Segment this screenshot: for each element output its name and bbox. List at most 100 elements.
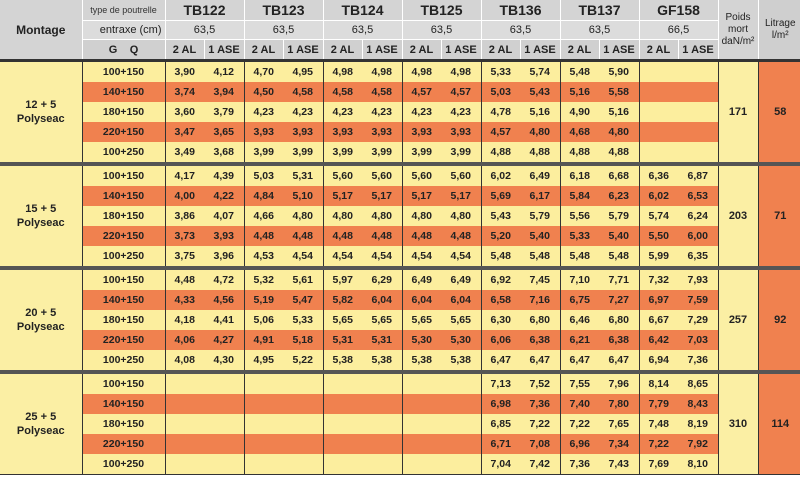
span-value: 7,55 <box>560 372 599 394</box>
span-value: 5,74 <box>639 206 678 226</box>
montage-label: 15 + 5 Polyseac <box>0 164 83 268</box>
type-poutrelle-label: type de poutrelle <box>82 0 166 21</box>
litrage-header: Litrage l/m² <box>758 0 800 61</box>
span-value: 6,21 <box>560 330 599 350</box>
span-value: 6,80 <box>599 310 640 330</box>
span-value: 4,57 <box>441 82 482 102</box>
table-row: 100+250 3,49 3,68 3,99 3,99 3,99 3,99 3,99 3,99 4… <box>0 142 800 164</box>
entraxe-value: 63,5 <box>481 20 561 40</box>
span-value: 7,59 <box>678 290 719 310</box>
span-value <box>678 60 719 82</box>
entraxe-label: entraxe (cm) <box>82 20 166 40</box>
sub-column-header: 1 ASE <box>678 39 719 61</box>
span-value: 6,49 <box>520 164 561 186</box>
load-g-q: 140+150 <box>82 186 166 206</box>
span-value: 5,38 <box>323 350 362 372</box>
poids-mort-value: 310 <box>717 372 759 475</box>
beam-header: GF158 <box>639 0 719 21</box>
span-value: 5,17 <box>441 186 482 206</box>
span-value <box>204 394 245 414</box>
span-value: 5,17 <box>362 186 403 206</box>
span-value: 4,07 <box>204 206 245 226</box>
montage-label-line: Polyseac <box>16 425 65 437</box>
span-value: 6,18 <box>560 164 599 186</box>
load-g-q: 100+250 <box>82 142 166 164</box>
span-value: 5,50 <box>639 226 678 246</box>
span-value: 6,71 <box>481 434 520 454</box>
span-value: 4,90 <box>560 102 599 122</box>
span-value: 6,24 <box>678 206 719 226</box>
span-value: 7,22 <box>520 414 561 434</box>
span-value <box>362 454 403 475</box>
table-row: 25 + 5 Polyseac 100+150 7,13 7,52 7,55 7,96 8,1… <box>0 372 800 475</box>
span-value: 5,56 <box>560 206 599 226</box>
span-value <box>323 454 362 475</box>
table-row: 220+150 3,47 3,65 3,93 3,93 3,93 3,93 3,93 3,93 4… <box>0 122 800 142</box>
span-value: 7,32 <box>639 268 678 290</box>
span-value: 4,80 <box>599 122 640 142</box>
poids-label-line: Poids <box>725 11 751 23</box>
span-value: 3,74 <box>165 82 204 102</box>
table-row: 15 + 5 Polyseac 100+150 4,17 4,39 5,03 5,31 5,6… <box>0 164 800 268</box>
montage-label: 12 + 5 Polyseac <box>0 60 83 164</box>
sub-column-header: 2 AL <box>402 39 442 61</box>
span-value: 5,38 <box>441 350 482 372</box>
load-g-q: 100+150 <box>82 164 166 186</box>
span-value: 4,54 <box>441 246 482 268</box>
span-value: 8,43 <box>678 394 719 414</box>
span-value: 4,98 <box>441 60 482 82</box>
span-value <box>362 394 403 414</box>
montage-section: 25 + 5 Polyseac 100+150 7,13 7,52 7,55 7,96 8,1… <box>0 372 800 475</box>
span-value: 3,99 <box>402 142 441 164</box>
span-value: 4,80 <box>520 122 561 142</box>
span-value: 6,29 <box>362 268 403 290</box>
span-value: 6,49 <box>402 268 441 290</box>
span-value: 4,54 <box>283 246 324 268</box>
span-value: 4,23 <box>402 102 441 122</box>
span-value: 4,48 <box>165 268 204 290</box>
span-value: 5,32 <box>244 268 283 290</box>
span-value: 4,23 <box>283 102 324 122</box>
span-value: 5,90 <box>599 60 640 82</box>
span-value: 5,60 <box>441 164 482 186</box>
litrage-value: 58 <box>758 60 800 164</box>
span-value: 4,41 <box>204 310 245 330</box>
span-value: 6,35 <box>678 246 719 268</box>
span-value: 3,93 <box>244 122 283 142</box>
span-value: 6,42 <box>639 330 678 350</box>
table-row: 180+150 4,18 4,41 5,06 5,33 5,65 5,65 5,65 5,65 6… <box>0 310 800 330</box>
span-value: 6,47 <box>481 350 520 372</box>
span-value: 4,80 <box>283 206 324 226</box>
span-value: 4,88 <box>560 142 599 164</box>
span-value <box>165 414 204 434</box>
span-value: 5,31 <box>323 330 362 350</box>
span-value: 3,49 <box>165 142 204 164</box>
span-value: 4,12 <box>204 60 245 82</box>
span-value: 4,56 <box>204 290 245 310</box>
span-value: 6,30 <box>481 310 520 330</box>
span-value: 5,20 <box>481 226 520 246</box>
table-row: 12 + 5 Polyseac 100+150 3,90 4,12 4,70 4,95 4,9… <box>0 60 800 164</box>
span-value <box>165 454 204 475</box>
table-row: 140+150 3,74 3,94 4,50 4,58 4,58 4,58 4,57 4,57 5… <box>0 82 800 102</box>
load-g-q: 100+250 <box>82 350 166 372</box>
span-value: 5,33 <box>481 60 520 82</box>
span-value: 3,47 <box>165 122 204 142</box>
span-value: 4,18 <box>165 310 204 330</box>
span-value <box>283 454 324 475</box>
sub-column-header: 1 ASE <box>283 39 324 61</box>
span-value: 6,80 <box>520 310 561 330</box>
span-value: 5,74 <box>520 60 561 82</box>
litrage-label-line: Litrage <box>764 17 796 29</box>
load-g-q: 100+250 <box>82 454 166 475</box>
span-value: 8,65 <box>678 372 719 394</box>
span-value: 5,31 <box>283 164 324 186</box>
span-value <box>323 394 362 414</box>
montage-label-line: 25 + 5 <box>25 411 57 423</box>
montage-label-line: Polyseac <box>16 217 65 229</box>
span-value: 4,17 <box>165 164 204 186</box>
span-value: 7,71 <box>599 268 640 290</box>
span-value: 5,43 <box>520 82 561 102</box>
span-value: 3,99 <box>244 142 283 164</box>
span-value <box>204 454 245 475</box>
